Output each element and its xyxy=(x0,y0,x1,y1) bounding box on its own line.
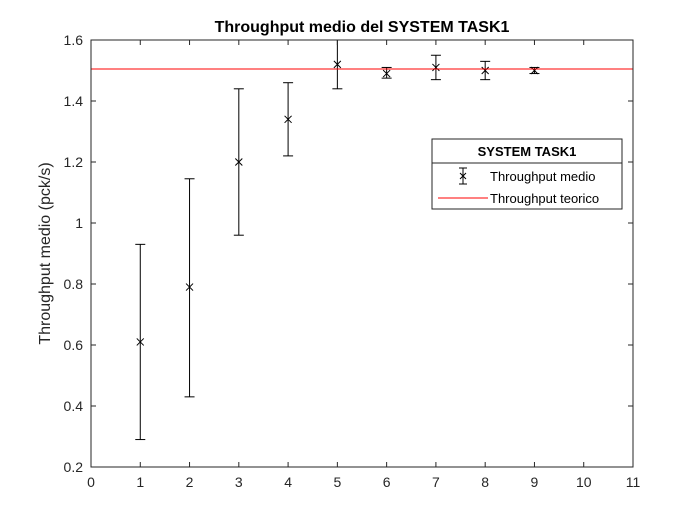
data-point xyxy=(233,88,244,236)
y-tick-label: 0.6 xyxy=(64,337,84,353)
legend-x-marker xyxy=(459,172,467,180)
x-tick-label: 0 xyxy=(87,474,95,490)
x-marker xyxy=(530,66,539,75)
x-marker xyxy=(284,115,292,124)
data-point xyxy=(332,40,343,90)
axes-frame xyxy=(90,39,634,468)
y-axis-label: Throughput medio (pck/s) xyxy=(37,162,54,344)
chart-title: Throughput medio del SYSTEM TASK1 xyxy=(215,19,510,36)
x-axis: 0 1 2 3 4 5 6 7 8 9 10 11 xyxy=(87,40,640,490)
x-tick-label: 1 xyxy=(136,474,144,490)
y-tick-label: 0.4 xyxy=(64,398,84,414)
x-tick-label: 5 xyxy=(333,474,341,490)
x-marker xyxy=(185,283,194,291)
y-axis: 0.2 0.4 0.6 0.8 1 1.2 1.4 1.6 xyxy=(64,32,633,475)
x-marker xyxy=(481,66,490,75)
x-tick-label: 11 xyxy=(626,474,641,490)
data-point xyxy=(184,178,195,398)
plot-area xyxy=(91,40,633,467)
x-tick-label: 3 xyxy=(235,474,243,490)
y-tick-label: 1.6 xyxy=(64,32,84,48)
legend-entry-label: Throughput teorico xyxy=(490,191,599,206)
legend-entry-label: Throughput medio xyxy=(490,169,596,184)
y-tick-label: 0.8 xyxy=(64,276,84,292)
y-tick-label: 0.2 xyxy=(64,459,84,475)
x-tick-label: 2 xyxy=(186,474,194,490)
x-tick-label: 9 xyxy=(531,474,539,490)
x-marker xyxy=(382,69,391,78)
data-point xyxy=(480,60,491,81)
y-tick-label: 1.4 xyxy=(64,93,84,109)
y-tick-label: 1 xyxy=(75,215,83,231)
x-marker xyxy=(234,158,243,166)
data-point xyxy=(430,54,441,81)
legend-title: SYSTEM TASK1 xyxy=(478,144,577,159)
data-point xyxy=(283,82,294,157)
legend: SYSTEM TASK1 Throughput medio Throughput t… xyxy=(431,138,623,210)
x-marker xyxy=(333,60,342,69)
axes-box xyxy=(90,39,634,468)
data-point xyxy=(529,66,540,75)
x-tick-label: 4 xyxy=(284,474,292,490)
data-point xyxy=(135,243,146,441)
legend-box xyxy=(431,138,623,210)
x-tick-label: 8 xyxy=(481,474,489,490)
x-marker xyxy=(432,63,440,72)
x-tick-label: 7 xyxy=(432,474,440,490)
x-tick-label: 10 xyxy=(576,474,592,490)
y-tick-label: 1.2 xyxy=(64,154,84,170)
x-tick-label: 6 xyxy=(383,474,391,490)
x-marker xyxy=(136,338,145,346)
